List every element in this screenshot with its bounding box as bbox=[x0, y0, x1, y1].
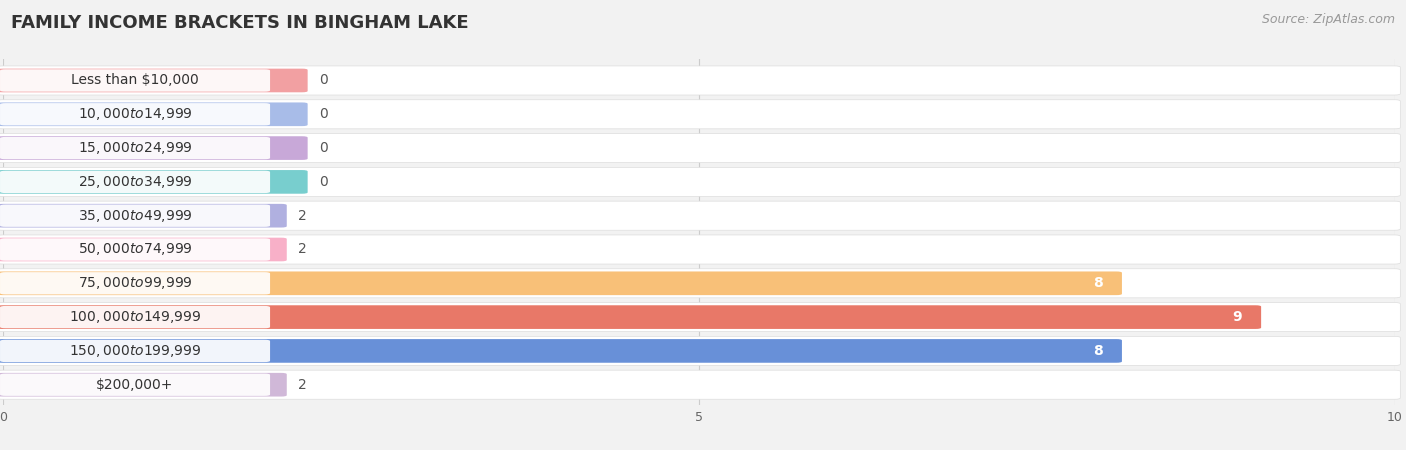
Text: 2: 2 bbox=[298, 243, 307, 256]
FancyBboxPatch shape bbox=[0, 340, 270, 362]
Text: 0: 0 bbox=[319, 175, 328, 189]
FancyBboxPatch shape bbox=[0, 306, 270, 328]
FancyBboxPatch shape bbox=[0, 272, 270, 294]
FancyBboxPatch shape bbox=[0, 100, 1400, 129]
Text: Source: ZipAtlas.com: Source: ZipAtlas.com bbox=[1261, 14, 1395, 27]
FancyBboxPatch shape bbox=[0, 137, 270, 159]
FancyBboxPatch shape bbox=[0, 269, 1400, 298]
Text: 2: 2 bbox=[298, 378, 307, 392]
Text: 2: 2 bbox=[298, 209, 307, 223]
Text: $35,000 to $49,999: $35,000 to $49,999 bbox=[77, 208, 193, 224]
FancyBboxPatch shape bbox=[0, 337, 1400, 365]
FancyBboxPatch shape bbox=[0, 201, 1400, 230]
Text: FAMILY INCOME BRACKETS IN BINGHAM LAKE: FAMILY INCOME BRACKETS IN BINGHAM LAKE bbox=[11, 14, 468, 32]
Text: $100,000 to $149,999: $100,000 to $149,999 bbox=[69, 309, 201, 325]
FancyBboxPatch shape bbox=[0, 103, 308, 126]
FancyBboxPatch shape bbox=[0, 302, 1400, 332]
FancyBboxPatch shape bbox=[0, 339, 1122, 363]
FancyBboxPatch shape bbox=[0, 66, 1400, 95]
Text: Less than $10,000: Less than $10,000 bbox=[72, 73, 198, 87]
Text: 0: 0 bbox=[319, 107, 328, 122]
FancyBboxPatch shape bbox=[0, 238, 287, 261]
FancyBboxPatch shape bbox=[0, 103, 270, 126]
FancyBboxPatch shape bbox=[0, 373, 287, 396]
Text: $50,000 to $74,999: $50,000 to $74,999 bbox=[77, 242, 193, 257]
Text: 8: 8 bbox=[1092, 276, 1102, 290]
FancyBboxPatch shape bbox=[0, 136, 308, 160]
Text: $10,000 to $14,999: $10,000 to $14,999 bbox=[77, 106, 193, 122]
Text: 8: 8 bbox=[1092, 344, 1102, 358]
FancyBboxPatch shape bbox=[0, 305, 1261, 329]
FancyBboxPatch shape bbox=[0, 271, 1122, 295]
Text: $200,000+: $200,000+ bbox=[97, 378, 174, 392]
Text: 9: 9 bbox=[1232, 310, 1241, 324]
FancyBboxPatch shape bbox=[0, 370, 1400, 399]
FancyBboxPatch shape bbox=[0, 170, 308, 194]
FancyBboxPatch shape bbox=[0, 205, 270, 227]
Text: $25,000 to $34,999: $25,000 to $34,999 bbox=[77, 174, 193, 190]
Text: $15,000 to $24,999: $15,000 to $24,999 bbox=[77, 140, 193, 156]
Text: 0: 0 bbox=[319, 73, 328, 87]
FancyBboxPatch shape bbox=[0, 204, 287, 228]
Text: $75,000 to $99,999: $75,000 to $99,999 bbox=[77, 275, 193, 291]
FancyBboxPatch shape bbox=[0, 167, 1400, 196]
Text: $150,000 to $199,999: $150,000 to $199,999 bbox=[69, 343, 201, 359]
FancyBboxPatch shape bbox=[0, 134, 1400, 162]
FancyBboxPatch shape bbox=[0, 238, 270, 261]
Text: 0: 0 bbox=[319, 141, 328, 155]
FancyBboxPatch shape bbox=[0, 69, 270, 92]
FancyBboxPatch shape bbox=[0, 69, 308, 92]
FancyBboxPatch shape bbox=[0, 374, 270, 396]
FancyBboxPatch shape bbox=[0, 171, 270, 193]
FancyBboxPatch shape bbox=[0, 235, 1400, 264]
